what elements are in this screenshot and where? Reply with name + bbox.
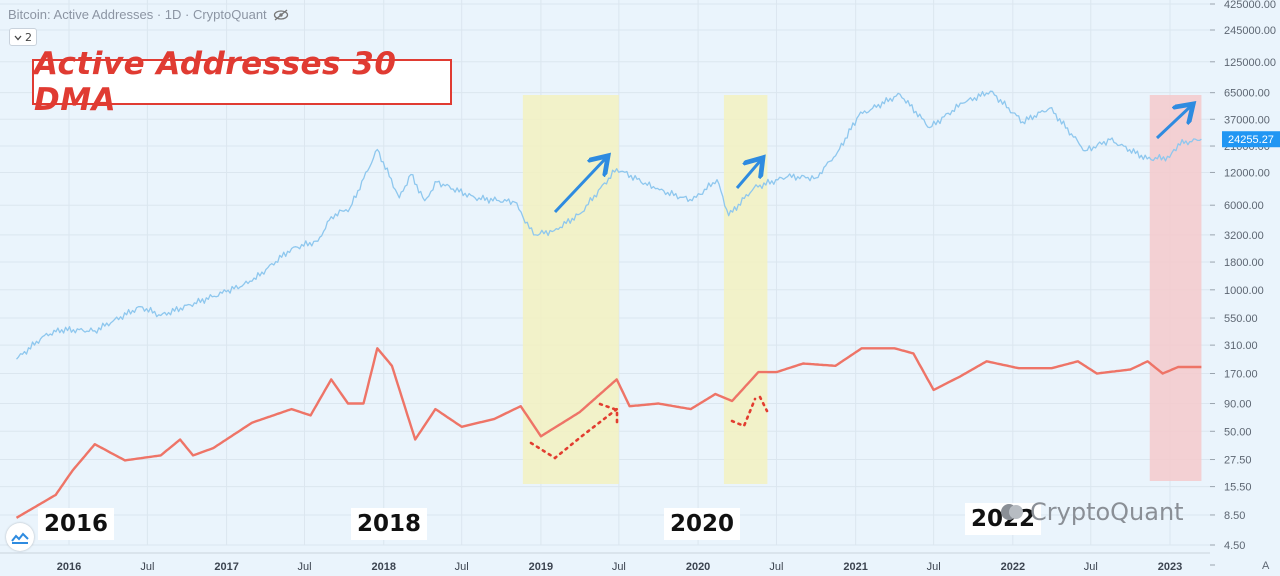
x-axis: 2016 Jul 2017 Jul 2018 Jul 2019 Jul 2020 Jul 2021 J… <box>0 552 1210 573</box>
y-tick-label: 310.00 <box>1224 340 1258 352</box>
y-tick-label: 90.00 <box>1224 399 1252 411</box>
tradingview-logo-icon[interactable] <box>6 523 34 551</box>
x-tick-label: Jul <box>297 561 311 573</box>
y-tick-label: 37000.00 <box>1224 114 1270 126</box>
overlay-title: Active Addresses 30 DMA <box>34 46 397 118</box>
x-tick-label: Jul <box>769 561 783 573</box>
highlight-region-yellow <box>522 95 619 484</box>
y-tick-label: 27.50 <box>1224 455 1252 467</box>
indicator-count: 2 <box>25 30 32 44</box>
current-price-label: 24255.27 <box>1228 134 1274 146</box>
current-price-label-bg <box>1222 131 1280 148</box>
trend-arrow <box>735 160 761 189</box>
x-tick-label: 2019 <box>529 561 553 573</box>
highlight-region-red <box>1149 95 1202 481</box>
dotted-trend <box>758 395 769 413</box>
highlight-region-yellow <box>723 95 768 484</box>
y-tick-label: 8.50 <box>1224 510 1245 522</box>
watermark-text: CryptoQuant <box>1030 498 1184 526</box>
y-tick-label: 170.00 <box>1224 368 1258 380</box>
x-tick-label: Jul <box>140 561 154 573</box>
annotations <box>529 106 1191 460</box>
overlay-title-box: Active Addresses 30 DMA <box>32 46 452 118</box>
year-label-2016: 2016 <box>38 508 115 540</box>
x-tick-label: 2018 <box>372 561 396 573</box>
y-tick-label: 425000.00 <box>1224 0 1276 11</box>
collapse-indicators-button[interactable]: 2 <box>9 28 37 46</box>
y-tick-label: 125000.00 <box>1224 57 1276 69</box>
y-tick-label: 6000.00 <box>1224 200 1264 212</box>
dotted-trend <box>730 397 757 428</box>
x-tick-label: Jul <box>927 561 941 573</box>
y-tick-label: 550.00 <box>1224 313 1258 325</box>
y-tick-label: A <box>1262 560 1270 572</box>
y-tick-label: 65000.00 <box>1224 88 1270 100</box>
y-tick-label: 1800.00 <box>1224 257 1264 269</box>
y-tick-label: 1000.00 <box>1224 285 1264 297</box>
dotted-trend <box>529 407 619 460</box>
y-axis: 425000.00 245000.00 125000.00 65000.00 37000… <box>1210 0 1280 576</box>
x-tick-label: Jul <box>1084 561 1098 573</box>
y-tick-label: 15.50 <box>1224 482 1252 494</box>
chevron-down-icon <box>14 31 22 44</box>
watermark: CryptoQuant <box>1000 498 1184 526</box>
x-tick-label: Jul <box>455 561 469 573</box>
trend-arrow <box>1155 106 1191 140</box>
y-tick-label: 3200.00 <box>1224 230 1264 242</box>
x-tick-label: 2021 <box>843 561 867 573</box>
y-tick-label: 4.50 <box>1224 540 1245 552</box>
trend-arrow <box>553 158 606 214</box>
y-tick-label: 12000.00 <box>1224 167 1270 179</box>
eye-slash-icon[interactable] <box>273 9 289 21</box>
y-tick-label: 245000.00 <box>1224 25 1276 37</box>
y-tick-label: 50.00 <box>1224 426 1252 438</box>
y-axis-panel <box>1210 0 1280 576</box>
cryptoquant-logo-icon <box>1000 500 1024 524</box>
chart-source-title: Bitcoin: Active Addresses · 1D · CryptoQ… <box>8 7 267 22</box>
x-tick-label: 2022 <box>1001 561 1025 573</box>
year-label-2018: 2018 <box>351 508 428 540</box>
price-line <box>16 90 1202 360</box>
dotted-trend <box>598 402 619 424</box>
year-label-2020: 2020 <box>664 508 741 540</box>
x-tick-label: Jul <box>612 561 626 573</box>
series-lines <box>15 90 1202 519</box>
active-addresses-line <box>15 347 1202 519</box>
chart-header: Bitcoin: Active Addresses · 1D · CryptoQ… <box>8 7 289 22</box>
x-tick-label: 2017 <box>214 561 238 573</box>
x-tick-label: 2016 <box>57 561 81 573</box>
x-tick-label: 2023 <box>1158 561 1182 573</box>
x-tick-label: 2020 <box>686 561 710 573</box>
